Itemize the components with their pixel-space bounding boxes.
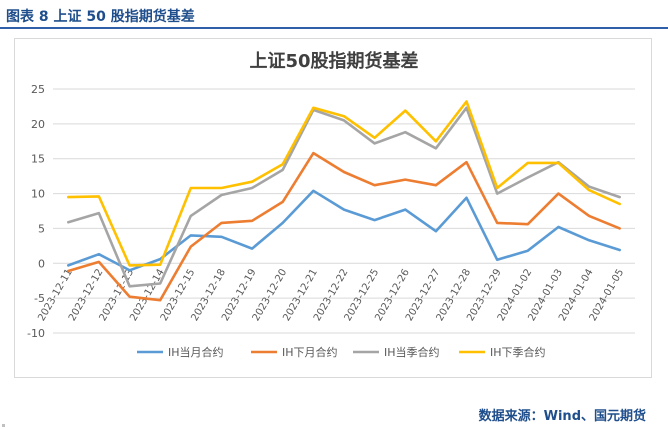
y-tick-label: 25: [31, 83, 45, 96]
y-tick-label: 10: [31, 188, 45, 201]
legend-label-1: IH当月合约: [168, 345, 224, 359]
data-source-note: 数据来源：Wind、国元期货: [478, 409, 646, 424]
legend-label-2: IH下月合约: [282, 345, 338, 359]
series-line-2: [66, 151, 622, 302]
title-divider: [0, 27, 668, 29]
y-tick-label: -10: [27, 327, 45, 340]
y-tick-label: 0: [38, 257, 45, 270]
series-line-1: [66, 189, 622, 272]
legend-label-3: IH当季合约: [384, 345, 440, 359]
corner-marker: [2, 424, 5, 427]
y-tick-label: 15: [31, 153, 45, 166]
series-line-4: [66, 100, 622, 267]
figure-title: 图表 8 上证 50 股指期货基差: [6, 9, 195, 25]
legend-label-4: IH下季合约: [490, 345, 546, 359]
chart-title: 上证50股指期货基差: [249, 50, 418, 72]
series-line-3: [66, 106, 622, 288]
y-tick-label: 5: [38, 222, 45, 235]
y-tick-label: 20: [31, 118, 45, 131]
legend: IH当月合约 IH下月合约 IH当季合约 IH下季合约: [137, 345, 546, 359]
y-tick-label: -5: [34, 292, 45, 305]
chart-frame: 上证50股指期货基差 -10 -5 0 5 10 15 20 25 2023-12-11 202…: [14, 38, 652, 378]
series-lines: [66, 100, 622, 302]
y-axis-ticks: -10 -5 0 5 10 15 20 25: [27, 83, 45, 340]
